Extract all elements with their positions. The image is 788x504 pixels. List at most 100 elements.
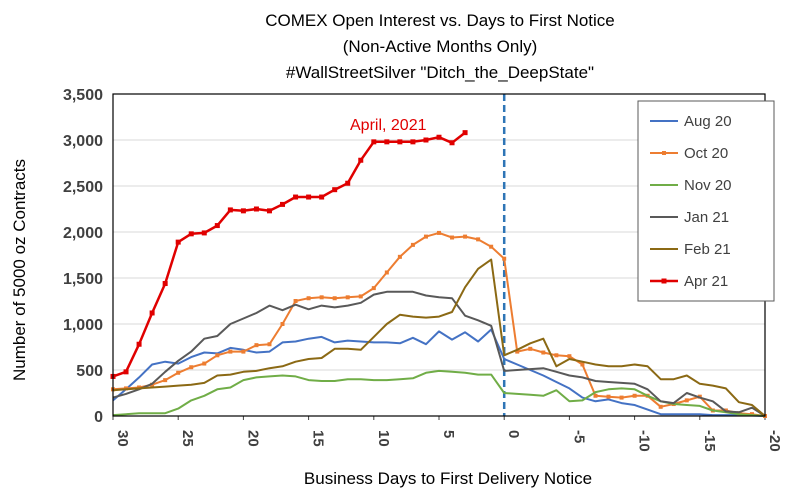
series-line [112,131,466,378]
y-tick-label: 2,500 [63,179,103,196]
x-tick-label: -20 [766,430,783,452]
data-point [684,398,689,403]
data-point [384,270,389,275]
x-tick-label: 5 [440,430,457,438]
data-point [397,139,403,145]
data-point [267,342,272,347]
data-point [214,223,220,229]
data-point [528,346,533,351]
data-point [580,362,585,367]
series-aug-20 [112,328,766,417]
legend-item: Aug 20 [650,113,732,130]
april-2021-annotation: April, 2021 [350,117,427,134]
data-point [489,244,494,249]
data-point [176,370,181,375]
data-point [240,208,246,214]
y-tick-label: 0 [94,409,103,426]
x-tick-label: 30 [114,430,131,447]
y-axis-tick-labels: 0 500 1,000 1,500 2,000 2,500 3,000 3,500 [63,87,103,426]
data-point [319,194,325,200]
data-point [515,349,520,354]
legend-marker [661,278,667,284]
series-lines [110,130,767,418]
data-point [541,350,546,355]
legend-item: Oct 20 [650,145,728,162]
legend-label: Feb 21 [684,241,731,258]
series-jan-21 [112,290,766,417]
data-point [371,139,377,145]
x-tick-label: -15 [701,430,718,452]
y-tick-label: 2,000 [63,225,103,242]
x-axis-tick-labels: 30 25 20 15 10 5 0 -5 -10 -15 -20 [112,416,783,452]
chart-title-line-1: COMEX Open Interest vs. Days to First No… [265,11,615,30]
series-nov-20 [112,369,766,417]
data-point [319,295,324,300]
data-point [332,296,337,301]
x-tick-label: 0 [505,430,522,438]
data-point [241,349,246,354]
legend-item: Jan 21 [650,209,729,226]
data-point [123,369,129,375]
data-point [280,201,286,207]
series-line [112,369,766,417]
data-point [423,137,429,143]
data-point [476,237,481,242]
x-tick-label: -10 [636,430,653,452]
data-point [202,361,207,366]
legend-label: Aug 20 [684,113,732,130]
data-point [437,230,441,235]
legend-item: Feb 21 [650,241,731,258]
data-point [658,404,663,409]
legend-item: Apr 21 [650,273,728,290]
x-axis-title: Business Days to First Delivery Notice [304,469,592,488]
data-point [189,365,194,370]
y-tick-label: 3,500 [63,87,103,104]
data-point [632,393,637,398]
data-point [358,294,363,299]
y-tick-label: 500 [76,363,103,380]
legend-item: Nov 20 [650,177,732,194]
data-point [175,239,181,245]
data-point [306,296,311,301]
data-point [188,231,194,237]
data-point [410,242,415,247]
data-point [463,234,468,239]
legend-label: Nov 20 [684,177,732,194]
x-tick-label: 15 [310,430,327,447]
data-point [215,353,220,358]
data-point [228,349,233,354]
data-point [436,134,442,140]
x-tick-label: 25 [179,430,196,447]
legend-box [637,100,775,302]
data-point [462,130,468,136]
data-point [136,341,142,347]
legend-label: Oct 20 [684,145,728,162]
data-point [449,140,455,146]
data-point [423,234,428,239]
legend-marker [662,151,666,155]
legend: Aug 20 Oct 20 Nov 20 Jan 21 Feb 21 Apr 21 [637,100,775,302]
data-point [554,353,559,358]
legend-label: Apr 21 [684,273,728,290]
data-point [163,378,168,383]
x-tick-label: 10 [375,430,392,447]
data-point [280,322,285,326]
x-tick-label: 20 [244,430,261,447]
data-point [358,157,364,163]
y-tick-label: 3,000 [63,133,103,150]
x-tick-label: -5 [570,430,587,443]
data-point [227,207,233,213]
data-point [162,281,168,287]
legend-label: Jan 21 [684,209,729,226]
chart-title-line-2: (Non-Active Months Only) [343,37,538,56]
data-point [253,206,259,212]
data-point [293,299,298,303]
data-point [371,286,376,291]
data-point [345,295,350,300]
series-line [112,258,766,417]
chart-title-line-3: #WallStreetSilver "Ditch_the_DeepState" [286,63,594,82]
data-point [606,394,611,399]
y-tick-label: 1,000 [63,317,103,334]
data-point [384,139,390,145]
